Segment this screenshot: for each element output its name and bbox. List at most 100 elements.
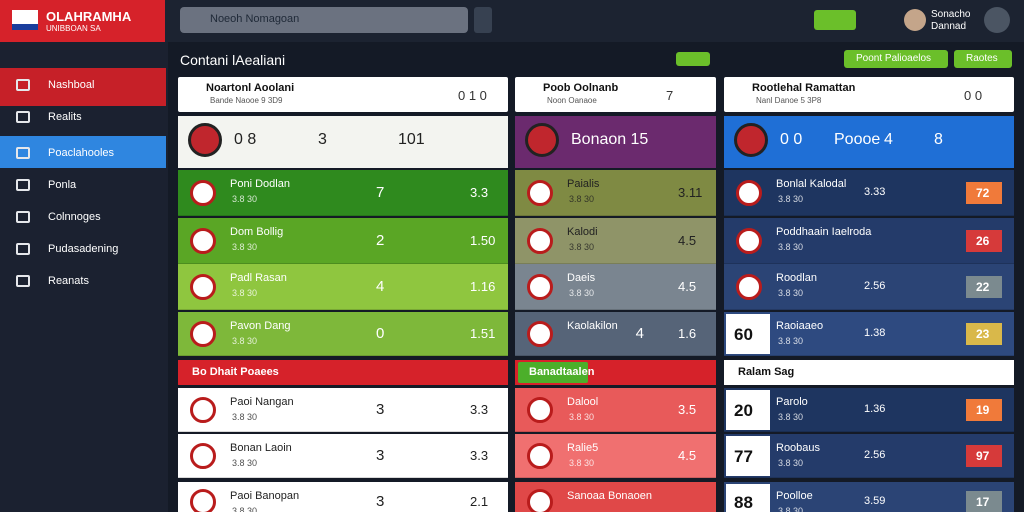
nav-item-bg (0, 136, 166, 168)
row-left-box (726, 314, 770, 354)
user-name: Sonacho (931, 9, 971, 20)
column-meta: 0 0 (964, 88, 983, 103)
row-name: Dom Bollig (230, 226, 284, 238)
search-box[interactable]: Noeoh Nomagoan (180, 7, 468, 33)
team-badge (527, 397, 553, 423)
row-name: Raoiaaeo (776, 320, 824, 332)
row-b: 4.5 (678, 233, 697, 248)
team-badge (190, 321, 216, 347)
search-btn[interactable] (474, 7, 492, 33)
team-badge (736, 274, 762, 300)
row-name: Bonlal Kalodal (776, 178, 847, 190)
row-a: 3.59 (864, 495, 886, 507)
team-badge (736, 180, 762, 206)
row-a: 7 (376, 184, 385, 201)
match-row (724, 218, 1014, 264)
team-badge (527, 228, 553, 254)
team-badge (190, 489, 216, 512)
team-badge (190, 274, 216, 300)
row-name: Daeis (567, 272, 596, 284)
row-name: Roobaus (776, 442, 821, 454)
row-left: 60 (734, 325, 753, 344)
row-name: Paoi Nangan (230, 396, 294, 408)
featured-value: 0 8 (234, 131, 257, 148)
team-badge (525, 123, 559, 157)
row-sub: 3.8 30 (569, 194, 595, 204)
row-b: 22 (976, 280, 990, 294)
header-button-label: Raotes (966, 53, 998, 64)
match-row (724, 312, 1014, 356)
row-a: 1.36 (864, 403, 886, 415)
logo-box: OLAHRAMHA UNIBBOAN SA (0, 0, 165, 42)
avatar[interactable] (904, 9, 926, 31)
row-name: Kaolakilon (567, 320, 618, 332)
match-row (724, 434, 1014, 478)
row-name: Kalodi (567, 226, 598, 238)
row-left-box (726, 390, 770, 430)
score-box (966, 182, 1002, 204)
column-meta: 7 (666, 88, 674, 103)
featured-value: 8 (934, 131, 943, 148)
section-title: Banadtaalen (529, 366, 595, 378)
row-a: 2.56 (864, 449, 886, 461)
column-title: Poob Oolnanb (543, 82, 619, 94)
row-left: 20 (734, 401, 753, 420)
row-sub: 3.8 30 (232, 194, 258, 204)
nav-icon (16, 275, 30, 287)
row-b: 3.3 (470, 448, 489, 463)
row-a: 0 (376, 325, 385, 342)
header-button[interactable] (954, 50, 1012, 68)
row-sub: 3.8 30 (232, 242, 258, 252)
section-title: Bo Dhait Poaees (192, 366, 279, 378)
team-badge (190, 443, 216, 469)
row-b: 1.6 (678, 326, 697, 341)
team-badge (527, 443, 553, 469)
settings-icon[interactable] (984, 7, 1010, 33)
row-name: Bonan Laoin (230, 442, 292, 454)
score-box (966, 276, 1002, 298)
featured-match (724, 116, 1014, 168)
match-row (724, 170, 1014, 216)
row-sub: 3.8 30 (569, 288, 595, 298)
score-box (966, 491, 1002, 512)
row-b: 4.5 (678, 448, 697, 463)
green-button[interactable] (814, 10, 856, 30)
nav-item-bg (0, 68, 166, 106)
team-badge (527, 489, 553, 512)
match-row (178, 434, 508, 478)
row-sub: 3.8 30 (232, 412, 258, 422)
team-badge (190, 397, 216, 423)
match-row (724, 388, 1014, 432)
team-badge (734, 123, 768, 157)
row-b: 1.16 (470, 279, 496, 294)
row-b: 19 (976, 403, 990, 417)
column-header (724, 77, 1014, 112)
row-name: Parolo (776, 396, 808, 408)
row-b: 4.5 (678, 279, 697, 294)
nav-item: Ponla (48, 179, 77, 191)
team-badge (736, 228, 762, 254)
nav-icon (16, 211, 30, 223)
match-row (178, 218, 508, 264)
row-b: 1.50 (470, 233, 496, 248)
row-a: 3 (376, 401, 385, 418)
row-name: Roodlan (776, 272, 817, 284)
match-row (724, 482, 1014, 512)
row-a: 3 (376, 447, 385, 464)
header-button[interactable] (844, 50, 948, 68)
nav-item: Colnnoges (48, 211, 101, 223)
row-sub: 3.8 30 (232, 288, 258, 298)
row-name: Paialis (567, 178, 600, 190)
logo-sub: UNIBBOAN SA (46, 24, 101, 33)
column-title: Noartonl Aoolani (206, 82, 295, 94)
score-box (966, 445, 1002, 467)
row-left: 77 (734, 447, 753, 466)
nav-icon (16, 111, 30, 123)
row-b: 72 (976, 186, 990, 200)
header-button-label: Poont Palioaelos (856, 53, 932, 64)
column-title: Rootlehal Ramattan (752, 82, 856, 94)
row-name: Ralie5 (567, 442, 599, 454)
row-sub: 3.8 30 (778, 194, 804, 204)
featured-value: 15 (630, 131, 649, 148)
featured-value: 3 (318, 131, 327, 148)
